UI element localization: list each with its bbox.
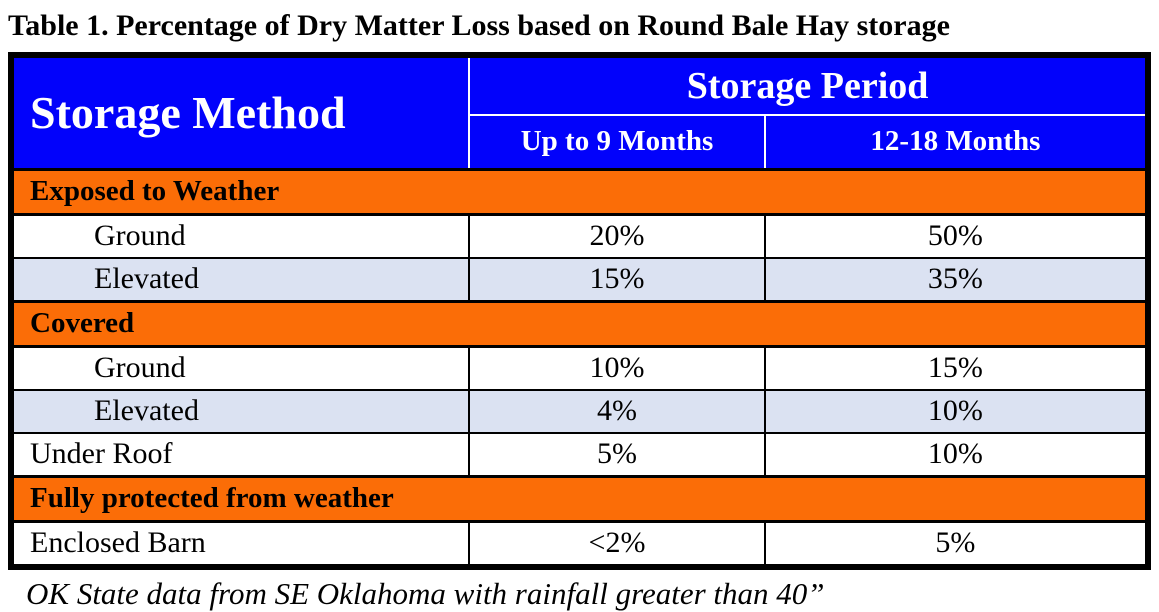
- section-row-exposed: Exposed to Weather: [11, 167, 1148, 216]
- cell-value: 5%: [469, 431, 766, 476]
- cell-value: 50%: [927, 218, 983, 252]
- cell-value: 20%: [469, 214, 766, 258]
- storage-method-header: Storage Method: [11, 55, 471, 169]
- cell-value: 10%: [469, 346, 766, 390]
- table-body: Exposed to Weather Ground 20% 50% Elevat…: [11, 167, 1148, 567]
- section-row-fully-protected: Fully protected from weather: [11, 474, 1148, 523]
- table-row: Elevated 15% 35%: [11, 256, 1148, 301]
- row-label-ground: Ground: [11, 346, 471, 390]
- section-row-covered: Covered: [11, 299, 1148, 348]
- row-label-enclosed-barn: Enclosed Barn: [11, 521, 471, 567]
- cell-value: 10%: [764, 431, 1148, 476]
- cell-value: 35%: [764, 256, 1148, 301]
- cell-value: 5%: [935, 525, 976, 559]
- row-label-elevated: Elevated: [11, 256, 471, 301]
- row-label-ground: Ground: [11, 214, 471, 258]
- col-header-up-to-9-months: Up to 9 Months: [469, 115, 766, 169]
- table-row: Ground 20% 50%: [11, 214, 1148, 258]
- table-row: Ground 10% 15%: [11, 346, 1148, 390]
- cell-value: 4%: [469, 388, 766, 433]
- table-row: Enclosed Barn <2% 5%: [11, 521, 1148, 567]
- cell-value: 15%: [927, 350, 983, 384]
- section-label-fully-protected: Fully protected from weather: [11, 474, 1148, 523]
- table-row: Under Roof 5% 10%: [11, 431, 1148, 476]
- header-row-sub: Up to 9 Months 12-18 Months: [11, 115, 1148, 169]
- section-label-exposed-to-weather: Exposed to Weather: [11, 167, 1148, 216]
- dry-matter-loss-table: Storage Method Storage Period Up to 9 Mo…: [8, 52, 1151, 570]
- table-row: Elevated 4% 10%: [11, 388, 1148, 433]
- row-label-under-roof: Under Roof: [11, 431, 471, 476]
- table-title: Table 1. Percentage of Dry Matter Loss b…: [8, 9, 950, 42]
- storage-period-group-header: Storage Period: [469, 55, 1148, 116]
- header-row-group: Storage Method Storage Period: [11, 55, 1148, 169]
- row-label-elevated: Elevated: [11, 388, 471, 433]
- section-label-covered: Covered: [11, 299, 1148, 348]
- cell-value: 15%: [469, 256, 766, 301]
- source-footnote: OK State data from SE Oklahoma with rain…: [26, 575, 825, 611]
- cell-value: <2%: [469, 521, 766, 567]
- cell-value: 10%: [764, 388, 1148, 433]
- table-header: Storage Method Storage Period Up to 9 Mo…: [11, 55, 1148, 169]
- col-header-12-18-months: 12-18 Months: [764, 115, 1148, 169]
